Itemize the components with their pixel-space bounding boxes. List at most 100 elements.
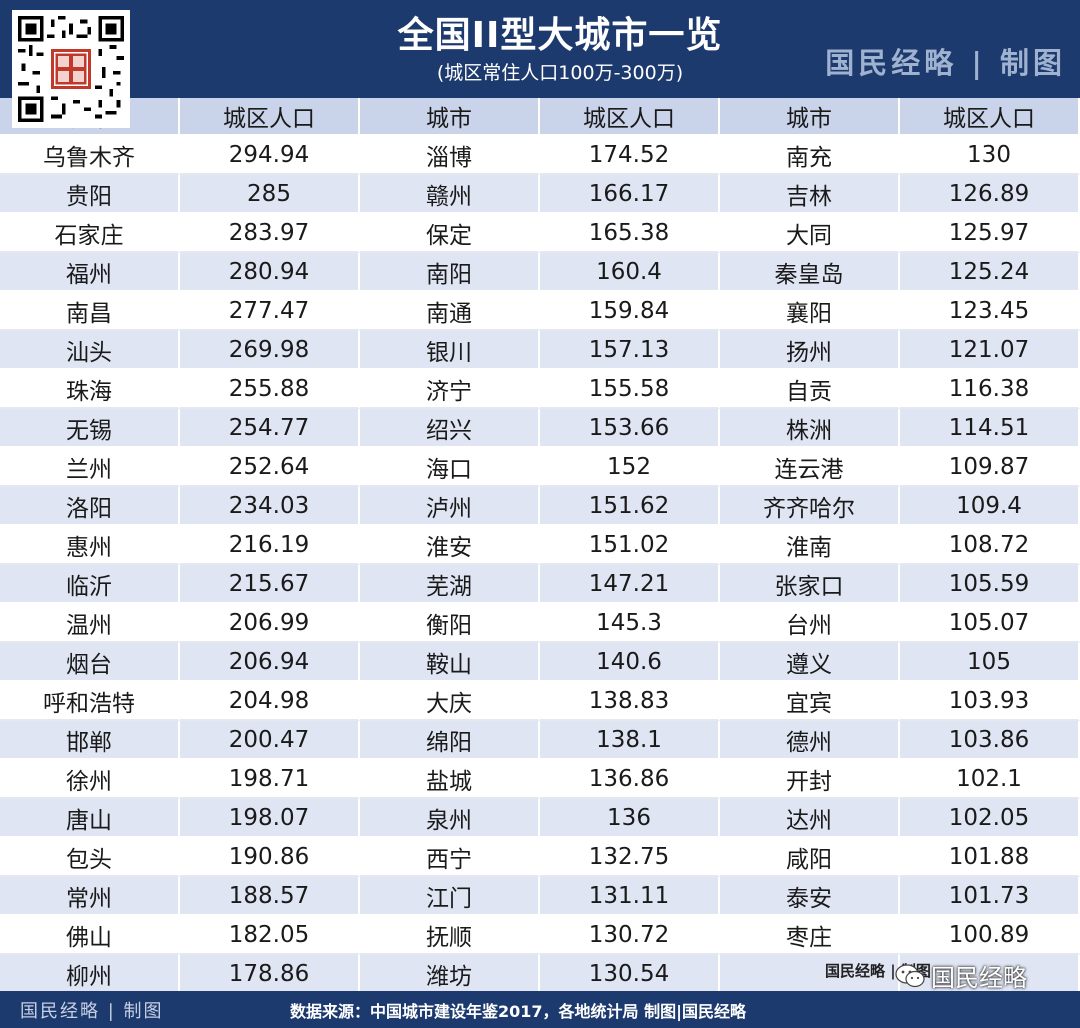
- population-cell: 157.13: [540, 331, 720, 370]
- city-name-cell: 银川: [360, 331, 540, 370]
- table-row: 珠海 255.88 济宁 155.58 自贡 116.38: [0, 370, 1080, 409]
- table-row: 贵阳 285 赣州 166.17 吉林 126.89: [0, 175, 1080, 214]
- city-name-cell: 惠州: [0, 526, 180, 565]
- city-name-cell: 柳州: [0, 955, 180, 994]
- brand-label: 国民经略 | 制图: [825, 46, 1066, 80]
- footer-brand: 国民经略 | 制图: [20, 1001, 164, 1022]
- table-row: 无锡 254.77 绍兴 153.66 株洲 114.51: [0, 409, 1080, 448]
- wechat-icon: [895, 963, 925, 987]
- city-name-cell: 乌鲁木齐: [0, 136, 180, 175]
- city-name-cell: 潍坊: [360, 955, 540, 994]
- population-cell: 174.52: [540, 136, 720, 175]
- population-cell: 100.89: [900, 916, 1080, 955]
- population-cell: 277.47: [180, 292, 360, 331]
- population-cell: 151.02: [540, 526, 720, 565]
- population-cell: 204.98: [180, 682, 360, 721]
- city-name-cell: 福州: [0, 253, 180, 292]
- qr-code: [12, 10, 130, 128]
- population-cell: 138.1: [540, 721, 720, 760]
- table-row: 福州 280.94 南阳 160.4 秦皇岛 125.24: [0, 253, 1080, 292]
- city-name-cell: 海口: [360, 448, 540, 487]
- population-cell: 125.97: [900, 214, 1080, 253]
- city-name-cell: 淮安: [360, 526, 540, 565]
- city-name-cell: 邯郸: [0, 721, 180, 760]
- city-name-cell: 芜湖: [360, 565, 540, 604]
- city-name-cell: 包头: [0, 838, 180, 877]
- city-name-cell: 洛阳: [0, 487, 180, 526]
- population-cell: 182.05: [180, 916, 360, 955]
- city-name-cell: 连云港: [720, 448, 900, 487]
- city-name-cell: 泸州: [360, 487, 540, 526]
- city-name-cell: 张家口: [720, 565, 900, 604]
- population-cell: 130: [900, 136, 1080, 175]
- population-cell: 126.89: [900, 175, 1080, 214]
- qr-code-icon: [18, 16, 124, 122]
- table-row: 南昌 277.47 南通 159.84 襄阳 123.45: [0, 292, 1080, 331]
- city-name-cell: 盐城: [360, 760, 540, 799]
- city-name-cell: 台州: [720, 604, 900, 643]
- population-cell: 121.07: [900, 331, 1080, 370]
- city-name-cell: 贵阳: [0, 175, 180, 214]
- table-row: 乌鲁木齐 294.94 淄博 174.52 南充 130: [0, 136, 1080, 175]
- population-cell: 116.38: [900, 370, 1080, 409]
- city-name-cell: 鞍山: [360, 643, 540, 682]
- city-name-cell: 南通: [360, 292, 540, 331]
- population-cell: 152: [540, 448, 720, 487]
- population-cell: 159.84: [540, 292, 720, 331]
- city-name-cell: 开封: [720, 760, 900, 799]
- table-row: 洛阳 234.03 泸州 151.62 齐齐哈尔 109.4: [0, 487, 1080, 526]
- city-name-cell: 兰州: [0, 448, 180, 487]
- city-name-cell: 吉林: [720, 175, 900, 214]
- table-row: 汕头 269.98 银川 157.13 扬州 121.07: [0, 331, 1080, 370]
- column-header-population: 城区人口: [180, 98, 360, 136]
- population-cell: 198.71: [180, 760, 360, 799]
- table-row: 惠州 216.19 淮安 151.02 淮南 108.72: [0, 526, 1080, 565]
- population-cell: 114.51: [900, 409, 1080, 448]
- city-name-cell: 扬州: [720, 331, 900, 370]
- city-name-cell: 遵义: [720, 643, 900, 682]
- population-cell: 136.86: [540, 760, 720, 799]
- city-name-cell: 襄阳: [720, 292, 900, 331]
- population-cell: 105.59: [900, 565, 1080, 604]
- city-name-cell: 南昌: [0, 292, 180, 331]
- population-cell: 131.11: [540, 877, 720, 916]
- city-name-cell: 淄博: [360, 136, 540, 175]
- population-cell: 165.38: [540, 214, 720, 253]
- column-header-city: 城市: [720, 98, 900, 136]
- city-name-cell: 江门: [360, 877, 540, 916]
- city-name-cell: 衡阳: [360, 604, 540, 643]
- population-cell: 166.17: [540, 175, 720, 214]
- city-name-cell: 南阳: [360, 253, 540, 292]
- city-name-cell: 无锡: [0, 409, 180, 448]
- population-cell: 125.24: [900, 253, 1080, 292]
- city-name-cell: 石家庄: [0, 214, 180, 253]
- table-row: 佛山 182.05 抚顺 130.72 枣庄 100.89: [0, 916, 1080, 955]
- population-cell: 285: [180, 175, 360, 214]
- table-header-row: 城市 城区人口 城市 城区人口 城市 城区人口: [0, 98, 1080, 136]
- population-cell: 188.57: [180, 877, 360, 916]
- city-name-cell: 达州: [720, 799, 900, 838]
- population-cell: 155.58: [540, 370, 720, 409]
- city-name-cell: 抚顺: [360, 916, 540, 955]
- city-name-cell: 自贡: [720, 370, 900, 409]
- table-row: 徐州 198.71 盐城 136.86 开封 102.1: [0, 760, 1080, 799]
- population-cell: 109.4: [900, 487, 1080, 526]
- population-cell: 190.86: [180, 838, 360, 877]
- table-row: 唐山 198.07 泉州 136 达州 102.05: [0, 799, 1080, 838]
- city-name-cell: 赣州: [360, 175, 540, 214]
- city-name-cell: 珠海: [0, 370, 180, 409]
- city-name-cell: 保定: [360, 214, 540, 253]
- table-row: 常州 188.57 江门 131.11 泰安 101.73: [0, 877, 1080, 916]
- city-name-cell: 常州: [0, 877, 180, 916]
- city-name-cell: 呼和浩特: [0, 682, 180, 721]
- population-cell: 215.67: [180, 565, 360, 604]
- city-name-cell: 大同: [720, 214, 900, 253]
- table-row: 石家庄 283.97 保定 165.38 大同 125.97: [0, 214, 1080, 253]
- city-name-cell: 绵阳: [360, 721, 540, 760]
- city-name-cell: 唐山: [0, 799, 180, 838]
- city-name-cell: 徐州: [0, 760, 180, 799]
- city-name-cell: 西宁: [360, 838, 540, 877]
- city-name-cell: 咸阳: [720, 838, 900, 877]
- population-cell: 105: [900, 643, 1080, 682]
- city-population-table: 城市 城区人口 城市 城区人口 城市 城区人口 乌鲁木齐294.94淄博174.…: [0, 98, 1080, 994]
